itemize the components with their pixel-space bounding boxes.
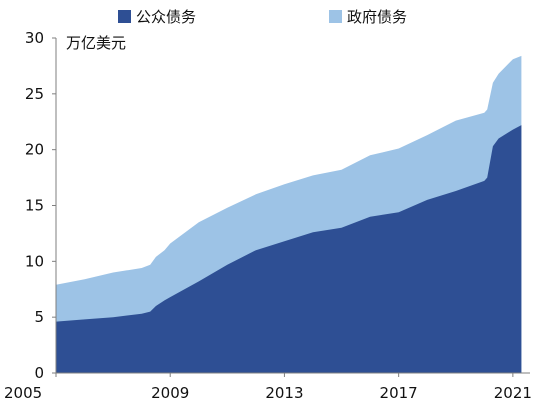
x-tick-label: 2017 [380,384,418,402]
y-tick-label: 5 [34,308,44,326]
legend-label-government-debt: 政府债务 [347,8,407,26]
x-tick-label: 2005 [4,384,42,402]
y-tick-label: 25 [25,85,44,103]
y-tick-label: 20 [25,141,44,159]
legend-swatch-government-debt [329,10,342,23]
plot-areas [56,55,522,374]
y-tick-label: 15 [25,197,44,215]
legend: 公众债务 政府债务 [118,8,407,26]
axes [52,37,530,377]
y-tick-labels: 0 5 10 15 20 25 30 [25,29,44,382]
area-public-debt [56,125,522,373]
y-tick-label: 30 [25,29,44,47]
y-tick-label: 10 [25,252,44,270]
x-tick-label: 2021 [494,384,532,402]
x-tick-label: 2013 [265,384,303,402]
y-axis-unit-label: 万亿美元 [66,34,126,52]
x-tick-label: 2009 [151,384,189,402]
x-tick-labels: 2005 2009 2013 2017 2021 [4,384,532,402]
y-tick-label: 0 [34,364,44,382]
legend-label-public-debt: 公众债务 [136,8,196,26]
legend-swatch-public-debt [118,10,131,23]
